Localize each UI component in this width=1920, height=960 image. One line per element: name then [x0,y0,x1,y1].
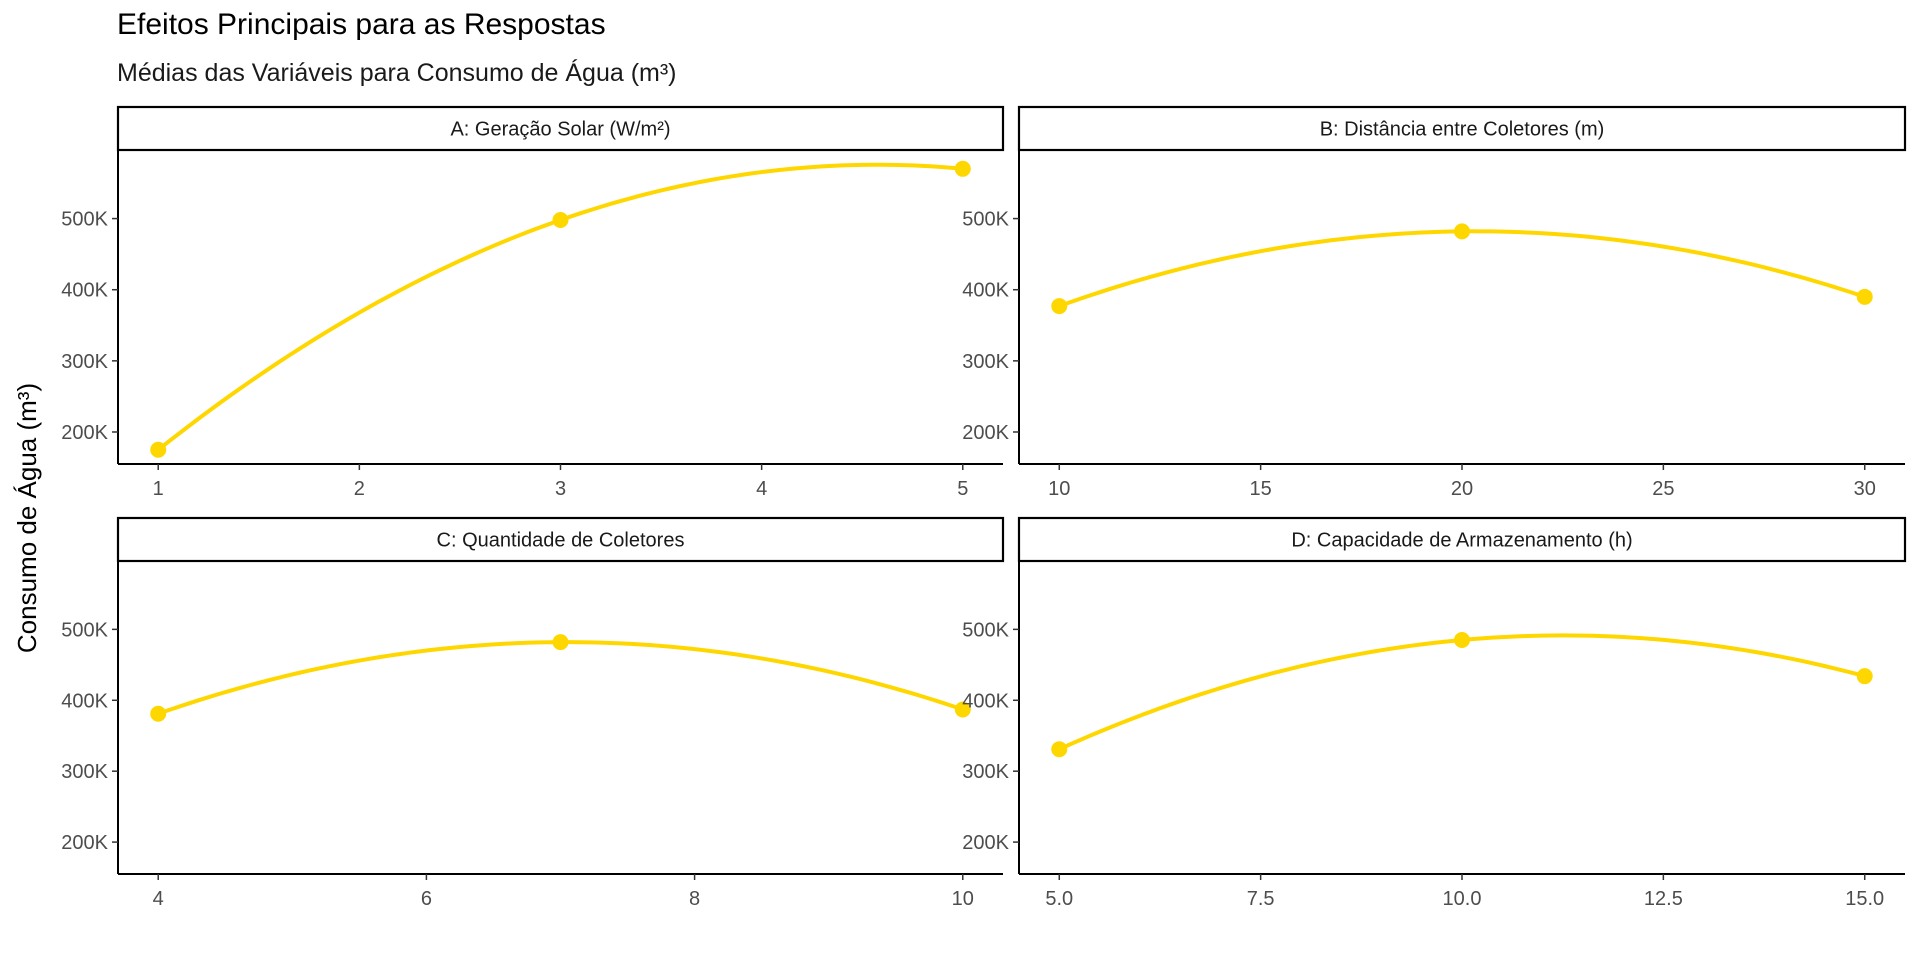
x-tick-label: 1 [153,478,164,500]
series-line [156,162,965,452]
data-point [1454,632,1470,648]
x-tick-label: 5 [957,478,968,500]
series-line [1057,633,1867,752]
y-tick-label: 300K [61,761,108,783]
y-tick-label: 300K [962,761,1009,783]
y-tick-label: 200K [61,832,108,854]
facet-panel: D: Capacidade de Armazenamento (h) 200K 30… [962,516,1907,910]
facet-panel: B: Distância entre Coletores (m) 200K 300K… [962,105,1907,500]
x-tick-label: 7.5 [1247,888,1275,910]
facet-strip [116,516,1005,563]
data-point [954,701,971,718]
facet-strip-label: A: Geração Solar (W/m²) [450,119,670,141]
x-tick-label: 4 [153,888,164,910]
y-tick-label: 400K [962,690,1009,712]
x-tick-label: 8 [689,888,700,910]
data-point [1051,741,1068,758]
y-tick-label: 400K [962,280,1009,302]
x-tick-label: 15.0 [1845,888,1884,910]
x-tick-label: 15 [1250,478,1272,500]
facet-panel: C: Quantidade de Coletores 200K 300K 400K 50… [61,516,1005,910]
y-tick-label: 500K [61,619,108,641]
y-tick-label: 400K [61,690,108,712]
data-point [552,212,569,229]
x-tick-label: 4 [756,478,767,500]
y-tick-label: 300K [962,351,1009,373]
facet-panel: A: Geração Solar (W/m²) 200K 300K 400K 500K 1… [61,105,1005,500]
chart-subtitle: Médias das Variáveis para Consumo de Águ… [117,59,677,87]
x-tick-label: 2 [354,478,365,500]
y-tick-label: 500K [962,619,1009,641]
y-axis-label: Consumo de Água (m³) [12,383,42,653]
y-tick-label: 200K [962,422,1009,444]
y-tick-label: 200K [962,832,1009,854]
x-tick-label: 10.0 [1443,888,1482,910]
chart-title: Efeitos Principais para as Respostas [117,8,606,41]
series-line [1057,229,1867,309]
x-tick-label: 5.0 [1045,888,1073,910]
x-tick-label: 3 [555,478,566,500]
facet-strip-label: D: Capacidade de Armazenamento (h) [1291,530,1632,552]
y-tick-label: 300K [61,351,108,373]
facet-strip [116,105,1005,152]
y-tick-label: 500K [61,209,108,231]
y-tick-label: 500K [962,209,1009,231]
x-tick-label: 25 [1652,478,1674,500]
facet-strip-label: B: Distância entre Coletores (m) [1320,119,1605,141]
x-tick-label: 10 [1048,478,1070,500]
panels-group: A: Geração Solar (W/m²) 200K 300K 400K 500K 1… [61,105,1907,910]
facet-strip [1017,516,1907,563]
x-tick-label: 10 [952,888,974,910]
facet-strip [1017,105,1907,152]
x-tick-label: 20 [1451,478,1473,500]
data-point [1856,288,1873,305]
data-point [552,634,569,651]
data-point [1051,298,1068,315]
data-point [1856,668,1873,685]
y-tick-label: 400K [61,280,108,302]
x-tick-label: 12.5 [1644,888,1683,910]
series-line [156,640,965,716]
x-tick-label: 30 [1854,478,1876,500]
data-point [150,441,167,458]
data-point [150,705,167,722]
x-tick-label: 6 [421,888,432,910]
data-point [1454,223,1470,240]
y-tick-label: 200K [61,422,108,444]
facet-strip-label: C: Quantidade de Coletores [437,530,685,552]
data-point [954,160,971,177]
